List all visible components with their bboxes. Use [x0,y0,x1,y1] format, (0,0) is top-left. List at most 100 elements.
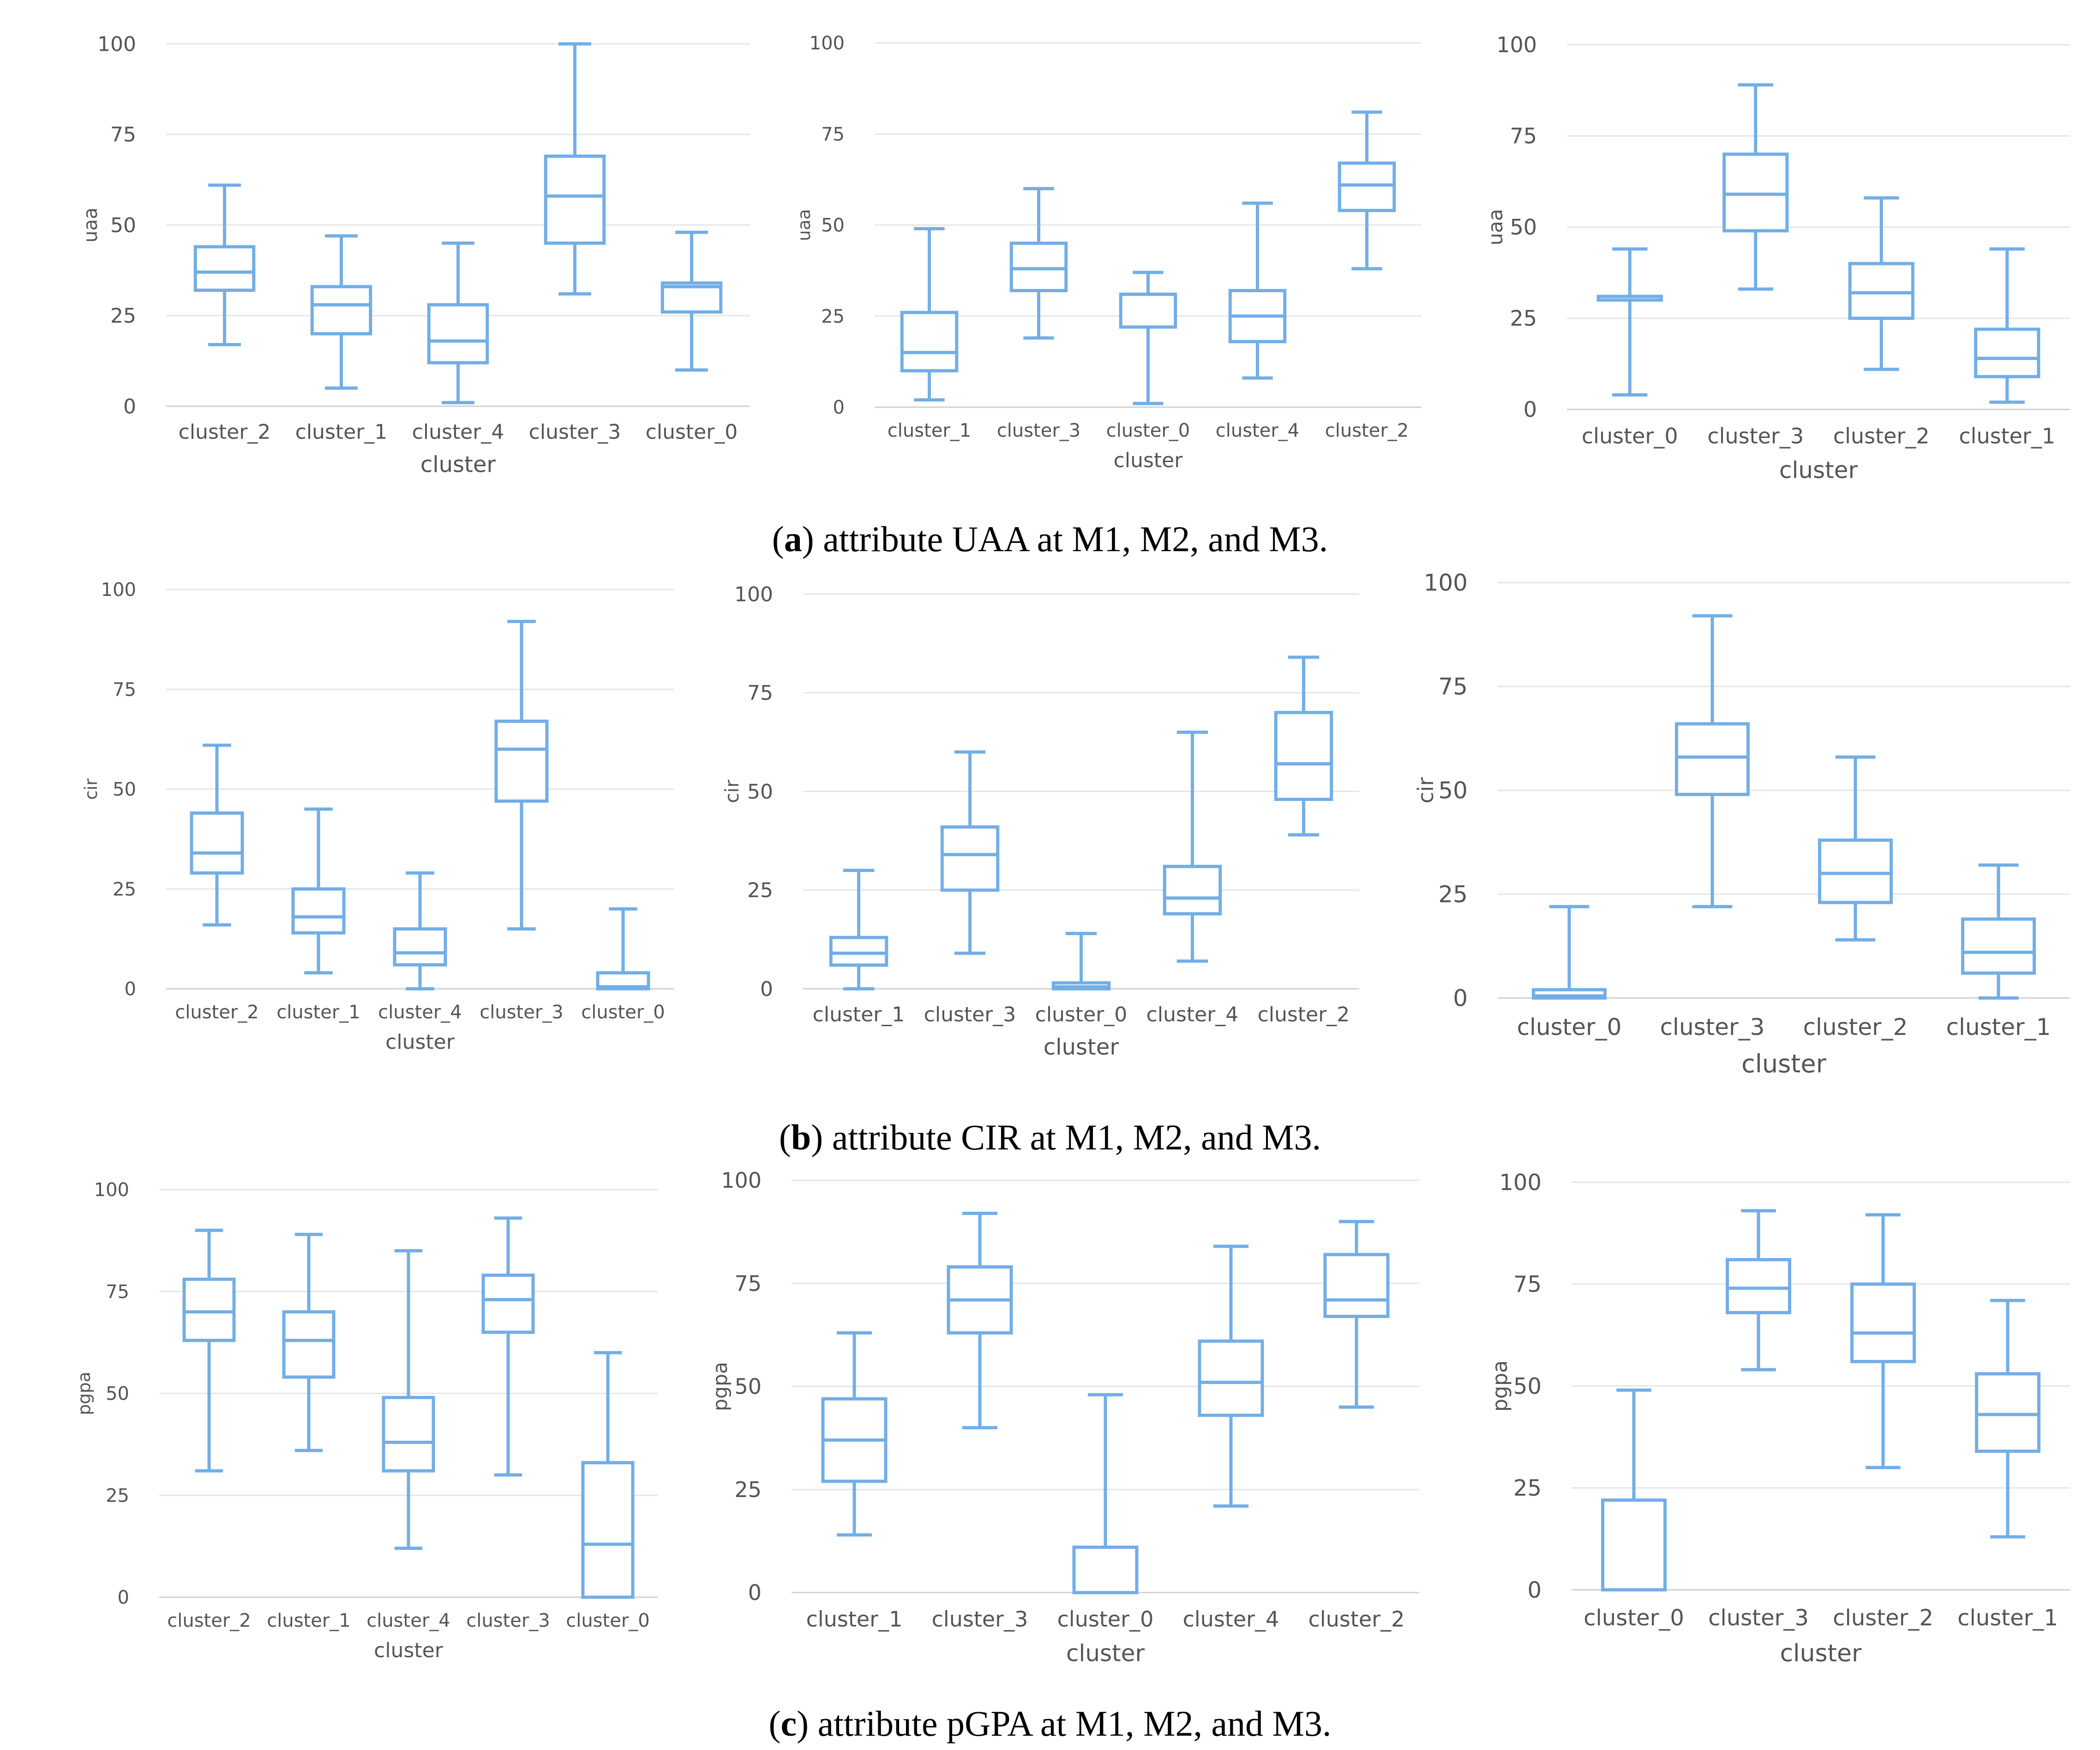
y-tick-label: 75 [747,681,773,705]
y-tick-label: 0 [1527,1577,1542,1603]
box-iqr [291,887,346,935]
y-axis-label: pgpa [709,1362,732,1411]
box-cluster_2 [1818,755,1893,942]
box-iqr [310,285,372,336]
box-iqr [1726,1258,1791,1315]
chart-panel-b-M3: 0 25 50 75 100 cir cluster_0 cluster_3 cluster_2… [1413,570,2070,1078]
x-axis-label: cluster [1114,449,1183,472]
y-tick-label: 50 [106,1383,129,1405]
x-tick-label: cluster_0 [1517,1014,1622,1040]
y-tick-label: 25 [113,879,136,900]
x-tick-label: cluster_3 [997,420,1080,441]
x-tick-label: cluster_0 [1035,1003,1128,1026]
chart-panel-c-M2: 0 25 50 75 100 pgpa cluster_1 cluster_3 cluster_… [709,1168,1419,1667]
y-tick-label: 50 [110,214,136,237]
box-plot-panels: 0 25 50 75 100 uaa cluster_2 cluster_1 cluster_4… [74,32,2070,1667]
box-iqr [1119,292,1177,329]
x-tick-label: cluster_0 [1582,424,1678,449]
box-cluster_3 [481,1216,535,1477]
box-cluster_0 [1601,1388,1667,1592]
box-cluster_4 [1163,730,1222,963]
y-tick-label: 0 [118,1587,129,1608]
chart-panel-c-M3: 0 25 50 75 100 pgpa cluster_0 cluster_3 cluster_… [1488,1170,2070,1667]
box-iqr [1722,152,1789,233]
box-iqr [282,1310,336,1379]
y-tick-label: 100 [1499,1170,1542,1196]
chart-panel-b-M1: 0 25 50 75 100 cir cluster_2 cluster_1 cluster_4… [81,579,674,1054]
x-tick-label: cluster_2 [167,1610,251,1631]
box-iqr [1163,865,1222,916]
x-tick-label: cluster_1 [1959,424,2055,449]
y-axis-label: cir [1413,777,1438,803]
x-tick-label: cluster_2 [1803,1014,1908,1040]
caption-b-text: ) attribute CIR at M1, M2, and M3. [811,1117,1321,1157]
caption-b-letter: b [791,1117,811,1157]
x-tick-label: cluster_1 [276,1002,360,1023]
y-tick-label: 75 [1510,124,1537,149]
x-tick-label: cluster_1 [888,420,971,441]
x-tick-label: cluster_0 [566,1610,649,1631]
y-tick-label: 25 [1510,306,1537,331]
y-tick-label: 100 [810,33,845,54]
box-cluster_4 [393,871,447,991]
box-cluster_4 [1198,1245,1264,1508]
x-tick-label: cluster_3 [932,1607,1028,1632]
box-iqr [193,245,256,292]
x-tick-label: cluster_4 [378,1002,462,1023]
y-tick-label: 100 [97,32,136,56]
x-tick-label: cluster_2 [175,1002,258,1023]
chart-panel-a-M1: 0 25 50 75 100 uaa cluster_2 cluster_1 cluster_4… [79,32,750,477]
x-tick-label: cluster_4 [366,1610,450,1631]
y-tick-label: 100 [721,1168,762,1193]
box-iqr [1274,711,1333,801]
box-cluster_2 [182,1228,236,1473]
box-cluster_1 [291,807,346,974]
y-tick-label: 0 [748,1580,762,1605]
box-iqr [544,154,606,245]
y-tick-label: 50 [1510,215,1537,240]
y-axis-label: pgpa [74,1371,94,1415]
chart-panel-b-M2: 0 25 50 75 100 cir cluster_1 cluster_3 cluster_0… [721,583,1359,1060]
y-tick-label: 25 [1438,881,1468,908]
x-tick-label: cluster_4 [1183,1607,1279,1632]
y-axis-label: uaa [79,208,102,243]
y-tick-label: 0 [123,395,136,418]
box-cluster_4 [1228,201,1287,380]
caption-a-letter: a [784,519,802,559]
y-tick-label: 100 [94,1179,129,1201]
x-tick-label: cluster_3 [924,1003,1016,1026]
y-tick-label: 100 [101,579,136,601]
y-tick-label: 100 [1424,570,1468,596]
y-tick-label: 0 [833,397,845,418]
x-tick-label: cluster_4 [1146,1003,1239,1026]
box-cluster_1 [282,1233,336,1452]
box-iqr [1198,1339,1264,1417]
box-cluster_0 [1532,905,1607,1000]
caption-b: (b) attribute CIR at M1, M2, and M3. [779,1117,1321,1157]
x-axis-label: cluster [1780,1640,1862,1667]
box-iqr [1323,1253,1390,1318]
y-tick-label: 25 [110,304,136,328]
y-tick-label: 0 [1453,985,1468,1012]
box-cluster_1 [310,234,372,390]
x-tick-label: cluster_2 [1833,424,1930,449]
box-iqr [1850,1282,1916,1364]
box-cluster_1 [821,1331,888,1537]
x-tick-label: cluster_0 [581,1002,665,1023]
x-tick-label: cluster_0 [1584,1605,1684,1631]
x-tick-label: cluster_0 [646,420,738,444]
x-tick-label: cluster_1 [295,420,388,444]
box-cluster_0 [596,907,650,991]
x-tick-label: cluster_1 [813,1003,905,1026]
box-cluster_1 [900,227,959,402]
y-tick-label: 50 [113,779,136,800]
box-cluster_3 [1722,83,1789,291]
y-tick-label: 50 [1438,777,1468,804]
x-tick-label: cluster_2 [1833,1605,1933,1631]
y-tick-label: 25 [106,1485,129,1506]
box-cluster_3 [947,1211,1013,1430]
x-tick-label: cluster_2 [1258,1003,1350,1026]
x-axis-label: cluster [1779,457,1858,484]
box-cluster_1 [1961,863,2036,1000]
box-cluster_2 [1323,1220,1390,1409]
